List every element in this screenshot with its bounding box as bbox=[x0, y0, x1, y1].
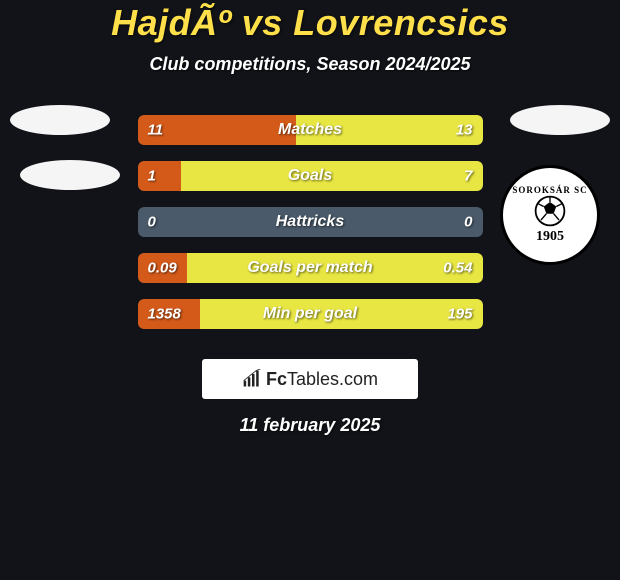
stat-value-left: 1358 bbox=[148, 306, 181, 323]
stat-value-left: 0.09 bbox=[148, 260, 177, 277]
stat-row: 1 7 Goals bbox=[138, 161, 483, 191]
stat-value-right: 195 bbox=[447, 306, 472, 323]
brand-logo[interactable]: FcTables.com bbox=[202, 359, 418, 399]
stats-section: SOROKSÁR SC 1905 11 13 Matches 1 7 Goals 0 0 Hat… bbox=[0, 115, 620, 345]
comparison-card: HajdÃº vs Lovrencsics Club competitions,… bbox=[0, 0, 620, 436]
brand-text: FcTables.com bbox=[266, 369, 378, 390]
team-left-badge-placeholder-1 bbox=[10, 105, 110, 135]
date-text: 11 february 2025 bbox=[240, 415, 381, 436]
stat-row: 1358 195 Min per goal bbox=[138, 299, 483, 329]
badge-year: 1905 bbox=[536, 229, 564, 245]
stat-rows-container: 11 13 Matches 1 7 Goals 0 0 Hattricks 0.09 0.54 Goa… bbox=[138, 115, 483, 345]
stat-value-right: 7 bbox=[464, 168, 472, 185]
page-title: HajdÃº vs Lovrencsics bbox=[111, 2, 509, 44]
stat-label: Goals bbox=[288, 167, 332, 185]
stat-label: Min per goal bbox=[263, 305, 357, 323]
stat-value-right: 0.54 bbox=[443, 260, 472, 277]
stat-row: 11 13 Matches bbox=[138, 115, 483, 145]
stat-value-left: 1 bbox=[148, 168, 156, 185]
stat-label: Hattricks bbox=[276, 213, 344, 231]
team-right-club-badge: SOROKSÁR SC 1905 bbox=[500, 165, 600, 265]
stat-row: 0 0 Hattricks bbox=[138, 207, 483, 237]
stat-label: Goals per match bbox=[247, 259, 372, 277]
stat-label: Matches bbox=[278, 121, 342, 139]
team-right-badge-placeholder-1 bbox=[510, 105, 610, 135]
subtitle: Club competitions, Season 2024/2025 bbox=[149, 54, 470, 75]
stat-value-right: 13 bbox=[456, 122, 473, 139]
team-left-badge-placeholder-2 bbox=[20, 160, 120, 190]
stat-bar-left-fill bbox=[138, 161, 181, 191]
soccer-ball-icon bbox=[532, 193, 568, 229]
brand-prefix: Fc bbox=[266, 369, 287, 389]
brand-suffix: Tables.com bbox=[287, 369, 378, 389]
bar-chart-icon bbox=[242, 369, 262, 389]
stat-value-right: 0 bbox=[464, 214, 472, 231]
stat-value-left: 11 bbox=[148, 122, 164, 139]
stat-row: 0.09 0.54 Goals per match bbox=[138, 253, 483, 283]
stat-value-left: 0 bbox=[148, 214, 156, 231]
